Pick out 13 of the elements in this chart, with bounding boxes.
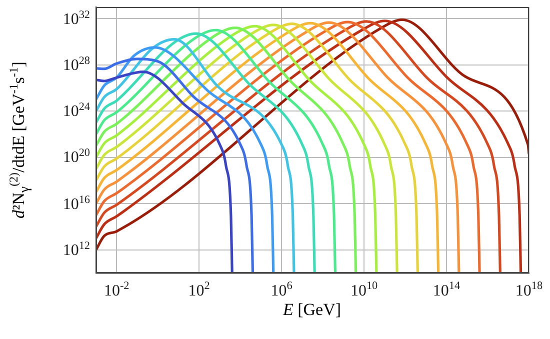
- x-tick-label: 10$^{14}$: [432, 280, 460, 300]
- y-tick-label: 10$^{24}$: [62, 100, 90, 120]
- y-tick-label: 10$^{12}$: [62, 240, 90, 260]
- x-tick-label: 10$^{2}$: [188, 280, 210, 300]
- y-tick-label: 10$^{32}$: [62, 8, 90, 28]
- x-axis-title: E [GeV]: [282, 300, 342, 320]
- x-tick-label: 10$^{18}$: [515, 280, 543, 300]
- y-tick-label: 10$^{28}$: [62, 54, 90, 74]
- x-tick-label: 10$^{6}$: [270, 280, 292, 300]
- y-tick-label: 10$^{16}$: [62, 193, 90, 213]
- x-tick-label: 10$^{-2}$: [104, 280, 130, 300]
- y-tick-label: 10$^{20}$: [62, 147, 90, 167]
- x-tick-label: 10$^{10}$: [350, 280, 378, 300]
